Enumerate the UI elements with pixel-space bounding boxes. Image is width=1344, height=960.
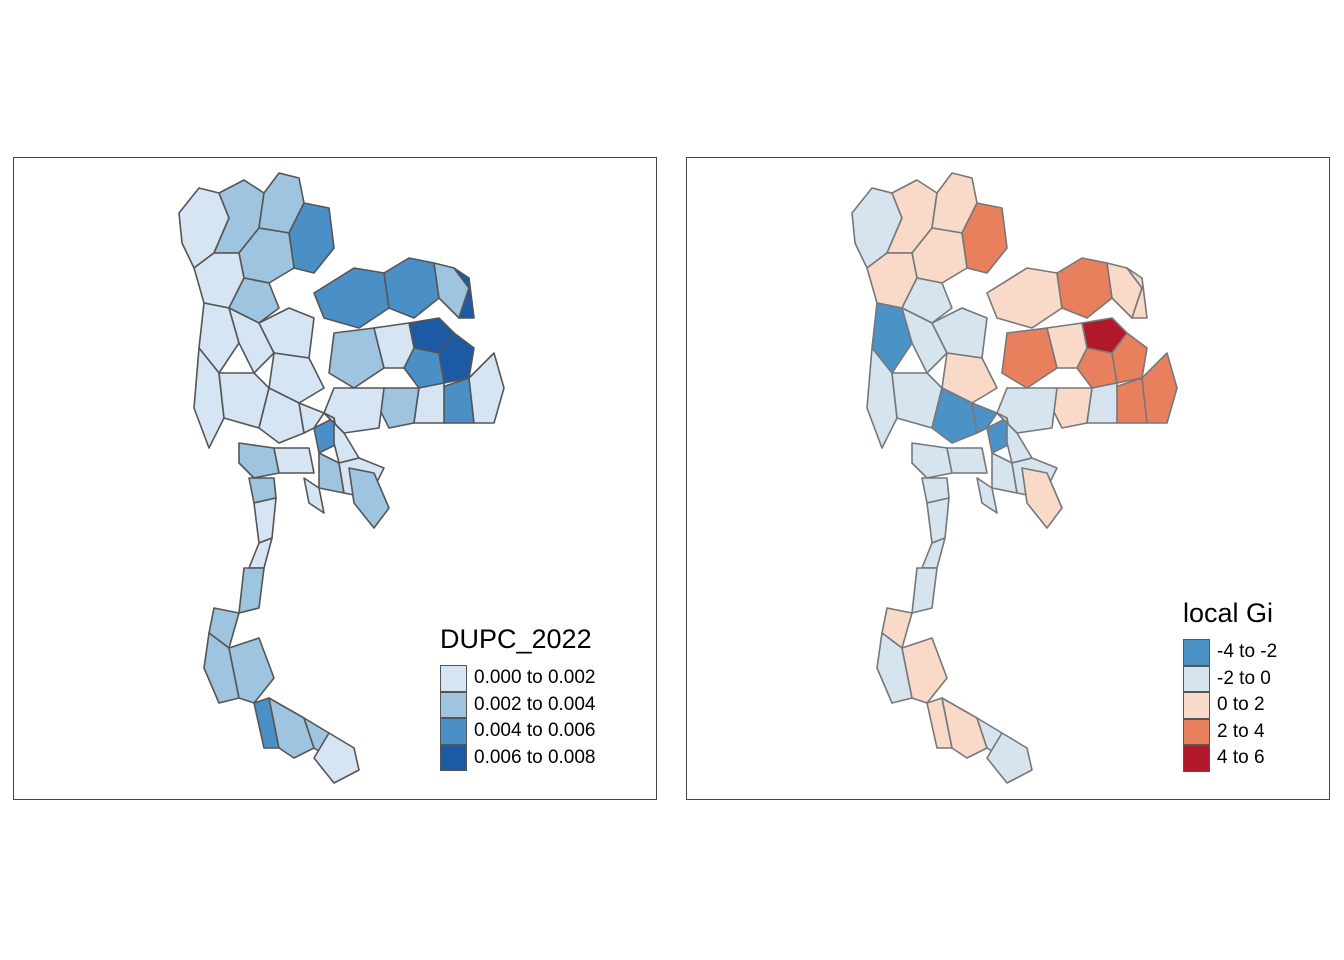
region-west-3 — [238, 442, 280, 479]
region-ne-13 — [1086, 382, 1118, 424]
region-ne-9 — [1141, 352, 1178, 424]
region-central-3 — [931, 307, 988, 359]
legend-swatch — [1183, 745, 1210, 772]
region-central-9 — [946, 447, 988, 474]
region-central-7 — [971, 402, 998, 434]
thailand-local-gi-map — [851, 172, 1178, 784]
region-ne-13 — [413, 382, 445, 424]
region-ne-4 — [1126, 267, 1148, 319]
region-east-3 — [348, 467, 390, 529]
legend-label: 0.004 to 0.006 — [474, 720, 596, 742]
region-ne-11 — [373, 322, 415, 369]
region-central-4 — [268, 352, 325, 404]
region-central-9 — [273, 447, 315, 474]
legend-label: -2 to 0 — [1217, 667, 1271, 689]
region-ne-14 — [323, 387, 385, 434]
legend-label: 0.006 to 0.008 — [474, 746, 596, 768]
region-ne-9 — [468, 352, 505, 424]
dupc-legend-item-1: 0.000 to 0.002 — [440, 665, 596, 692]
legend-label: 4 to 6 — [1217, 747, 1265, 769]
region-south-10 — [313, 732, 360, 784]
region-south-3 — [238, 567, 265, 614]
legend-label: 2 to 4 — [1217, 720, 1265, 742]
region-ne-2 — [383, 257, 440, 319]
region-west-3 — [911, 442, 953, 479]
region-north-5 — [901, 277, 953, 324]
legend-swatch — [440, 718, 467, 745]
region-central-1 — [198, 302, 240, 374]
dupc-legend: DUPC_2022 0.000 to 0.002 0.002 to 0.004 … — [440, 624, 596, 771]
region-south-2 — [248, 537, 273, 569]
legend-label: 0 to 2 — [1217, 694, 1265, 716]
region-south-1 — [926, 497, 950, 544]
legend-swatch — [440, 744, 467, 771]
region-south-6 — [901, 637, 948, 704]
region-south-5 — [876, 632, 913, 704]
legend-label: 0.000 to 0.002 — [474, 667, 596, 689]
legend-swatch — [1183, 692, 1210, 719]
local-gi-legend-title: local Gi — [1183, 598, 1274, 628]
legend-swatch — [1183, 665, 1210, 692]
dupc-legend-item-2: 0.002 to 0.004 — [440, 691, 596, 718]
region-south-2 — [921, 537, 946, 569]
gi-legend-item-4: 2 to 4 — [1183, 718, 1277, 745]
region-north-5 — [228, 277, 280, 324]
thailand-dupc-map — [178, 172, 505, 784]
legend-label: 0.002 to 0.004 — [474, 693, 596, 715]
local-gi-legend: local Gi -4 to -2 -2 to 0 0 to 2 2 to 4 … — [1183, 598, 1277, 772]
legend-swatch — [1183, 639, 1210, 666]
dupc-map-panel: DUPC_2022 0.000 to 0.002 0.002 to 0.004 … — [13, 157, 657, 800]
gi-legend-item-1: -4 to -2 — [1183, 639, 1277, 666]
region-ne-2 — [1056, 257, 1113, 319]
legend-swatch — [440, 691, 467, 718]
legend-label: -4 to -2 — [1217, 641, 1278, 663]
region-ne-12 — [378, 387, 420, 429]
region-central-10 — [303, 477, 325, 514]
region-south-5 — [203, 632, 240, 704]
gi-legend-item-3: 0 to 2 — [1183, 692, 1277, 719]
region-ne-1 — [313, 267, 390, 329]
region-ne-4 — [453, 267, 475, 319]
gi-legend-item-5: 4 to 6 — [1183, 745, 1277, 772]
gi-legend-item-2: -2 to 0 — [1183, 665, 1277, 692]
region-ne-7 — [438, 332, 475, 384]
region-ne-12 — [1051, 387, 1093, 429]
dupc-legend-item-3: 0.004 to 0.006 — [440, 718, 596, 745]
region-central-7 — [298, 402, 325, 434]
region-central-3 — [258, 307, 315, 359]
region-west-1 — [193, 347, 225, 449]
region-south-6 — [228, 637, 275, 704]
region-south-8 — [268, 697, 315, 759]
region-east-3 — [1021, 467, 1063, 529]
region-south-8 — [941, 697, 988, 759]
region-south-10 — [986, 732, 1033, 784]
region-west-1 — [866, 347, 898, 449]
region-ne-7 — [1111, 332, 1148, 384]
local-gi-map-panel: local Gi -4 to -2 -2 to 0 0 to 2 2 to 4 … — [686, 157, 1330, 800]
region-ne-10 — [328, 327, 385, 389]
legend-swatch — [1183, 718, 1210, 745]
legend-swatch — [440, 665, 467, 692]
region-central-2 — [228, 307, 275, 374]
dupc-legend-title: DUPC_2022 — [440, 624, 592, 654]
region-central-1 — [871, 302, 913, 374]
region-central-10 — [976, 477, 998, 514]
region-central-2 — [901, 307, 948, 374]
region-central-5 — [931, 387, 978, 444]
region-central-5 — [258, 387, 305, 444]
region-ne-14 — [996, 387, 1058, 434]
dupc-legend-item-4: 0.006 to 0.008 — [440, 744, 596, 771]
region-ne-11 — [1046, 322, 1088, 369]
region-south-3 — [911, 567, 938, 614]
region-ne-1 — [986, 267, 1063, 329]
region-central-4 — [941, 352, 998, 404]
region-ne-10 — [1001, 327, 1058, 389]
region-south-1 — [253, 497, 277, 544]
